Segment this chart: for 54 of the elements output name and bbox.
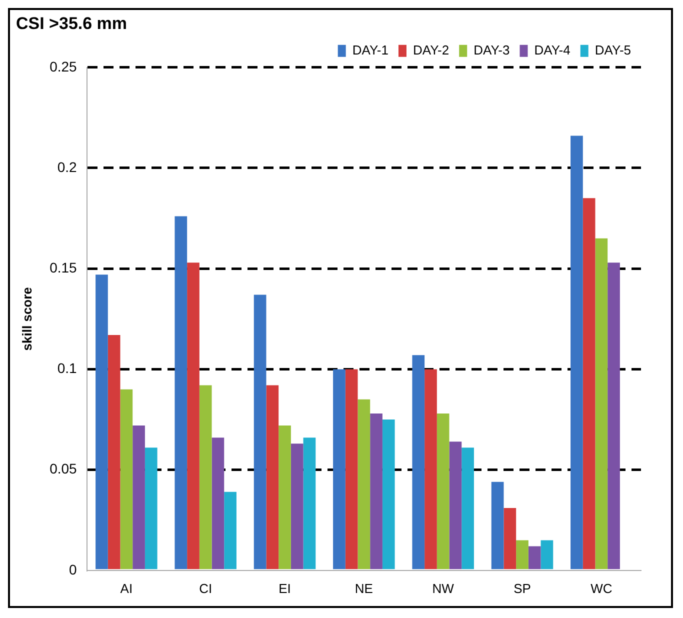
x-tick-label: CI	[199, 580, 212, 596]
bar	[370, 413, 382, 570]
bar	[504, 508, 516, 570]
bar	[345, 369, 358, 570]
x-tick-label: WC	[590, 580, 612, 596]
x-tick-label: SP	[514, 580, 531, 596]
bar	[144, 448, 158, 570]
bar	[290, 444, 304, 570]
bar	[358, 399, 370, 570]
bar	[491, 482, 504, 570]
chart-title: CSI >35.6 mm	[16, 14, 128, 33]
bar	[540, 540, 554, 570]
x-tick-label: AI	[120, 580, 133, 596]
x-tick-label: NE	[354, 580, 374, 596]
y-tick-label: 0.2	[57, 158, 78, 175]
x-tick-label: NW	[432, 580, 455, 596]
bar	[266, 385, 279, 570]
bar	[199, 385, 212, 570]
bar	[333, 369, 346, 570]
legend-label: DAY-1	[352, 42, 388, 58]
bar	[608, 262, 620, 570]
legend-label: DAY-3	[474, 42, 510, 58]
bar	[462, 448, 474, 570]
bar	[303, 438, 316, 570]
bar	[212, 438, 224, 570]
y-tick-label: 0.25	[50, 58, 78, 74]
bar	[254, 294, 266, 570]
y-tick-label: 0.15	[50, 259, 78, 276]
bar	[449, 442, 462, 570]
bar	[595, 238, 608, 570]
bar	[582, 198, 596, 570]
bar	[278, 426, 291, 570]
bar	[96, 274, 108, 570]
bar	[412, 355, 425, 570]
bar	[516, 540, 528, 570]
bar	[382, 420, 395, 570]
legend-label: DAY-4	[534, 42, 570, 58]
bar	[120, 389, 133, 570]
y-tick-label: 0.1	[57, 360, 78, 376]
bar	[570, 136, 583, 570]
bar	[528, 546, 541, 570]
y-tick-label: 0.05	[50, 460, 78, 477]
bar	[224, 492, 236, 570]
bar	[424, 369, 437, 570]
y-tick-label: 0	[69, 561, 78, 578]
bar	[436, 413, 450, 570]
bar	[174, 216, 188, 570]
bar	[108, 334, 120, 570]
bar	[187, 262, 200, 570]
x-tick-label: EI	[278, 580, 291, 596]
y-axis-title: skill score	[19, 287, 34, 351]
legend-label: DAY-5	[594, 42, 632, 58]
bar	[132, 426, 145, 570]
legend-label: DAY-2	[412, 42, 450, 58]
